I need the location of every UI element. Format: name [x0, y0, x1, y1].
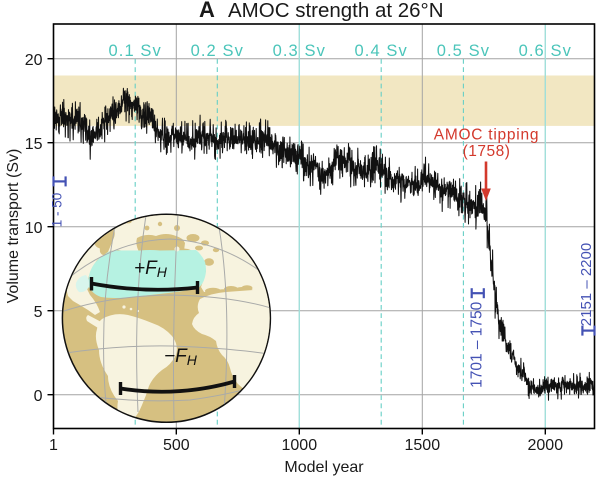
svg-text:−FH: −FH	[164, 346, 198, 368]
svg-text:1: 1	[49, 437, 58, 454]
svg-text:AMOC tipping: AMOC tipping	[434, 127, 539, 144]
svg-text:+FH: +FH	[134, 258, 168, 280]
svg-text:Model year: Model year	[284, 459, 364, 476]
svg-text:0.3 Sv: 0.3 Sv	[273, 42, 326, 60]
svg-text:2151 – 2200: 2151 – 2200	[578, 243, 595, 326]
svg-text:1500: 1500	[405, 437, 441, 454]
svg-text:AMOC strength at 26°N: AMOC strength at 26°N	[228, 0, 444, 22]
svg-text:Volume transport (Sv): Volume transport (Sv)	[5, 149, 22, 304]
svg-text:15: 15	[25, 136, 43, 153]
svg-text:1701 – 1750: 1701 – 1750	[469, 301, 486, 388]
svg-text:1 - 50: 1 - 50	[50, 193, 65, 228]
svg-text:(1758): (1758)	[463, 143, 511, 160]
svg-text:2000: 2000	[528, 437, 564, 454]
svg-text:0: 0	[34, 388, 43, 405]
svg-text:500: 500	[163, 437, 190, 454]
svg-text:0.1 Sv: 0.1 Sv	[109, 42, 162, 60]
svg-text:A: A	[199, 0, 215, 22]
svg-text:0.2 Sv: 0.2 Sv	[191, 42, 244, 60]
svg-text:0.4 Sv: 0.4 Sv	[355, 42, 408, 60]
svg-text:10: 10	[25, 220, 43, 237]
svg-text:5: 5	[34, 304, 43, 321]
svg-text:1000: 1000	[282, 437, 318, 454]
svg-text:0.5 Sv: 0.5 Sv	[437, 42, 490, 60]
svg-text:0.6 Sv: 0.6 Sv	[519, 42, 572, 60]
svg-text:20: 20	[25, 52, 43, 69]
